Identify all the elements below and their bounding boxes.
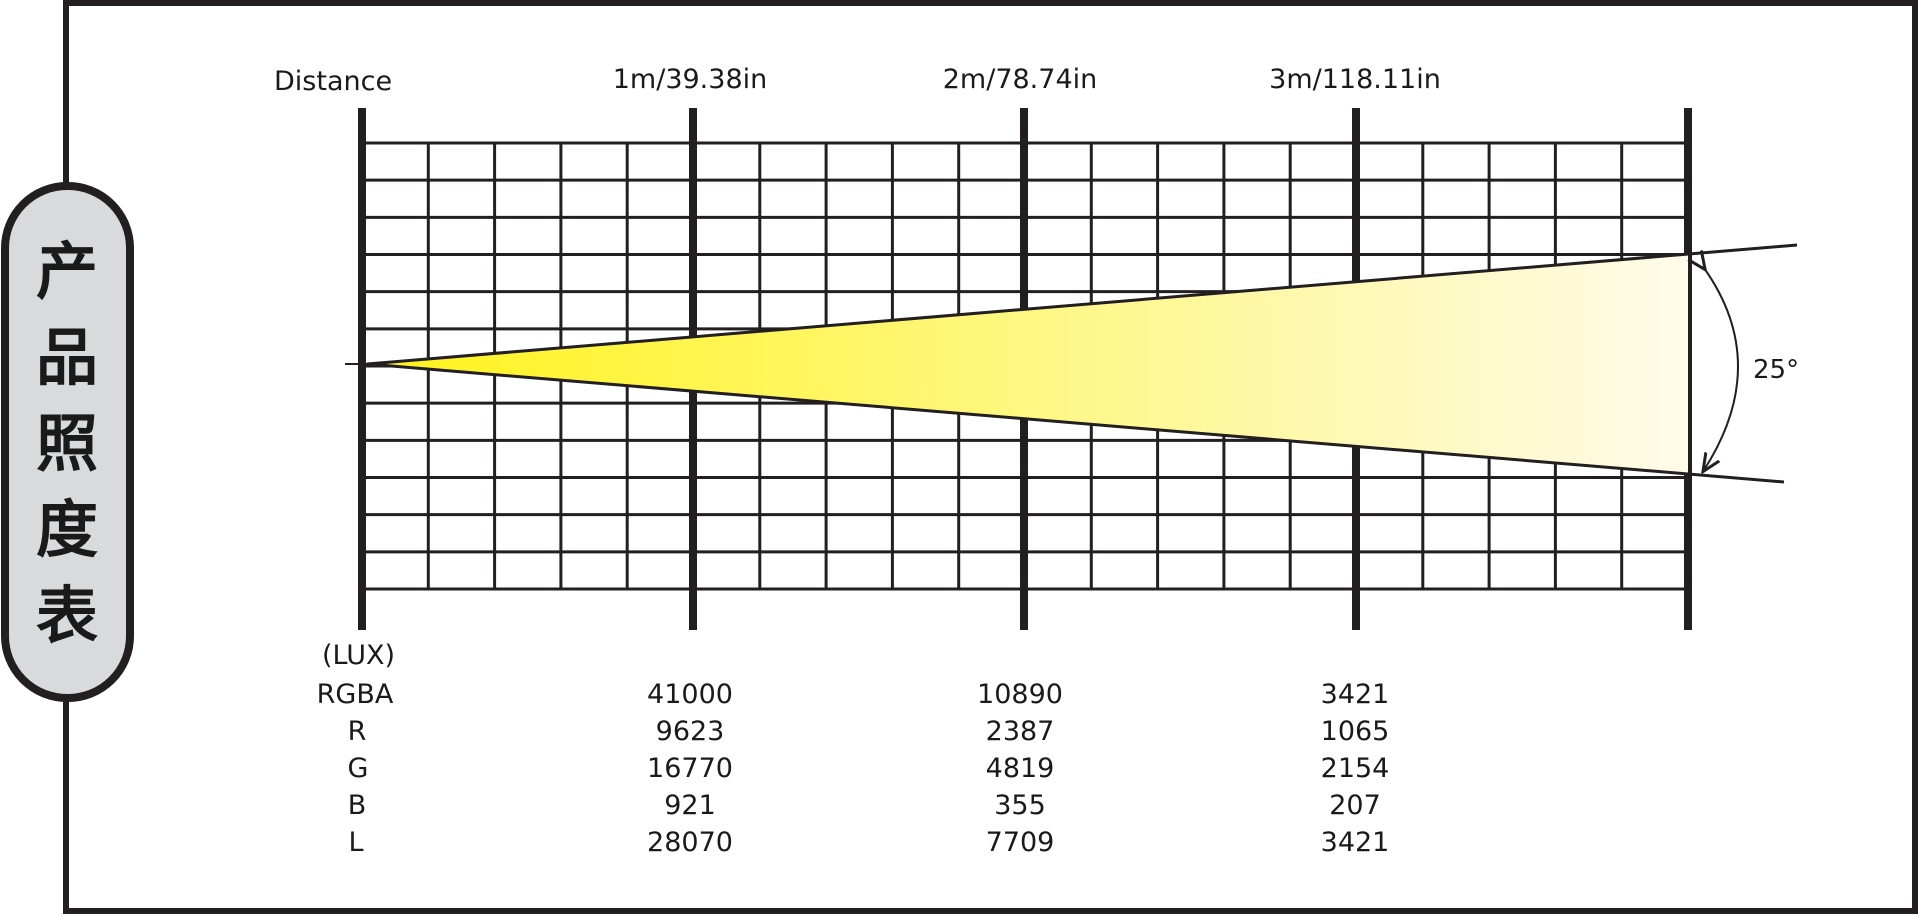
side-title: 产 品 照 度 表 — [36, 235, 98, 652]
side-title-char: 产 — [36, 235, 98, 308]
distance-marker: 2m/78.74in — [943, 64, 1098, 95]
angle-arrow — [1704, 268, 1739, 470]
distance-label: Distance — [274, 66, 392, 97]
side-title-char: 照 — [36, 407, 98, 480]
distance-marker: 3m/118.11in — [1269, 64, 1441, 95]
row-label-g: G — [348, 753, 369, 784]
lux-value: 10890 — [977, 679, 1063, 710]
side-title-char: 表 — [36, 579, 98, 652]
row-label-r: R — [348, 716, 367, 747]
lux-value: 207 — [1329, 790, 1381, 821]
lux-value: 2154 — [1321, 753, 1390, 784]
lux-value: 9623 — [656, 716, 725, 747]
distance-marker: 1m/39.38in — [613, 64, 768, 95]
lux-value: 41000 — [647, 679, 733, 710]
lux-value: 4819 — [986, 753, 1055, 784]
angle-label: 25° — [1753, 355, 1799, 385]
beam-lower-edge — [366, 362, 1785, 484]
row-label-l: L — [348, 827, 363, 858]
side-title-pill — [1, 182, 134, 702]
lux-value: 355 — [994, 790, 1046, 821]
side-title-char: 度 — [36, 493, 98, 566]
beam-cone — [367, 254, 1688, 474]
lux-value: 28070 — [647, 827, 733, 858]
lux-value: 921 — [664, 790, 716, 821]
lux-value: 7709 — [986, 827, 1055, 858]
unit-label: (LUX) — [322, 640, 395, 671]
lux-value: 3421 — [1321, 679, 1390, 710]
lux-value: 3421 — [1321, 827, 1390, 858]
lux-value: 16770 — [647, 753, 733, 784]
row-label-b: B — [348, 790, 367, 821]
lux-value: 1065 — [1321, 716, 1390, 747]
lux-value: 2387 — [986, 716, 1055, 747]
row-label-rgba: RGBA — [317, 679, 394, 710]
side-title-char: 品 — [36, 321, 98, 394]
beam-upper-edge — [366, 243, 1798, 366]
